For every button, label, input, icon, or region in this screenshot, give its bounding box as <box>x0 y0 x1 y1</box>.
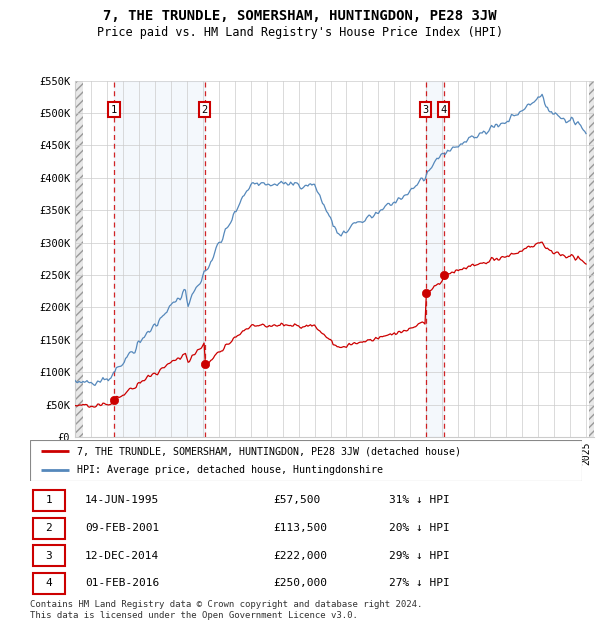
Text: 2: 2 <box>46 523 52 533</box>
Text: £222,000: £222,000 <box>273 551 327 560</box>
Bar <box>75 81 83 437</box>
Text: £250,000: £250,000 <box>273 578 327 588</box>
Text: Contains HM Land Registry data © Crown copyright and database right 2024.
This d: Contains HM Land Registry data © Crown c… <box>30 600 422 619</box>
Text: 2: 2 <box>202 105 208 115</box>
Text: 01-FEB-2016: 01-FEB-2016 <box>85 578 160 588</box>
Bar <box>425 81 443 437</box>
Text: 7, THE TRUNDLE, SOMERSHAM, HUNTINGDON, PE28 3JW (detached house): 7, THE TRUNDLE, SOMERSHAM, HUNTINGDON, P… <box>77 446 461 456</box>
Text: 09-FEB-2001: 09-FEB-2001 <box>85 523 160 533</box>
Text: 3: 3 <box>46 551 52 560</box>
FancyBboxPatch shape <box>30 440 582 480</box>
Text: 27% ↓ HPI: 27% ↓ HPI <box>389 578 449 588</box>
Text: £113,500: £113,500 <box>273 523 327 533</box>
Bar <box>114 81 205 437</box>
Text: 4: 4 <box>46 578 52 588</box>
Text: 1: 1 <box>111 105 117 115</box>
Text: 4: 4 <box>440 105 446 115</box>
Text: 12-DEC-2014: 12-DEC-2014 <box>85 551 160 560</box>
Text: £57,500: £57,500 <box>273 495 320 505</box>
Text: 3: 3 <box>422 105 428 115</box>
Text: 14-JUN-1995: 14-JUN-1995 <box>85 495 160 505</box>
FancyBboxPatch shape <box>33 573 65 594</box>
Text: 20% ↓ HPI: 20% ↓ HPI <box>389 523 449 533</box>
Text: Price paid vs. HM Land Registry's House Price Index (HPI): Price paid vs. HM Land Registry's House … <box>97 26 503 39</box>
FancyBboxPatch shape <box>33 490 65 511</box>
Text: 7, THE TRUNDLE, SOMERSHAM, HUNTINGDON, PE28 3JW: 7, THE TRUNDLE, SOMERSHAM, HUNTINGDON, P… <box>103 9 497 24</box>
Text: HPI: Average price, detached house, Huntingdonshire: HPI: Average price, detached house, Hunt… <box>77 466 383 476</box>
Text: 1: 1 <box>46 495 52 505</box>
Text: 31% ↓ HPI: 31% ↓ HPI <box>389 495 449 505</box>
Bar <box>589 81 594 437</box>
FancyBboxPatch shape <box>33 518 65 539</box>
Text: 29% ↓ HPI: 29% ↓ HPI <box>389 551 449 560</box>
FancyBboxPatch shape <box>33 545 65 566</box>
